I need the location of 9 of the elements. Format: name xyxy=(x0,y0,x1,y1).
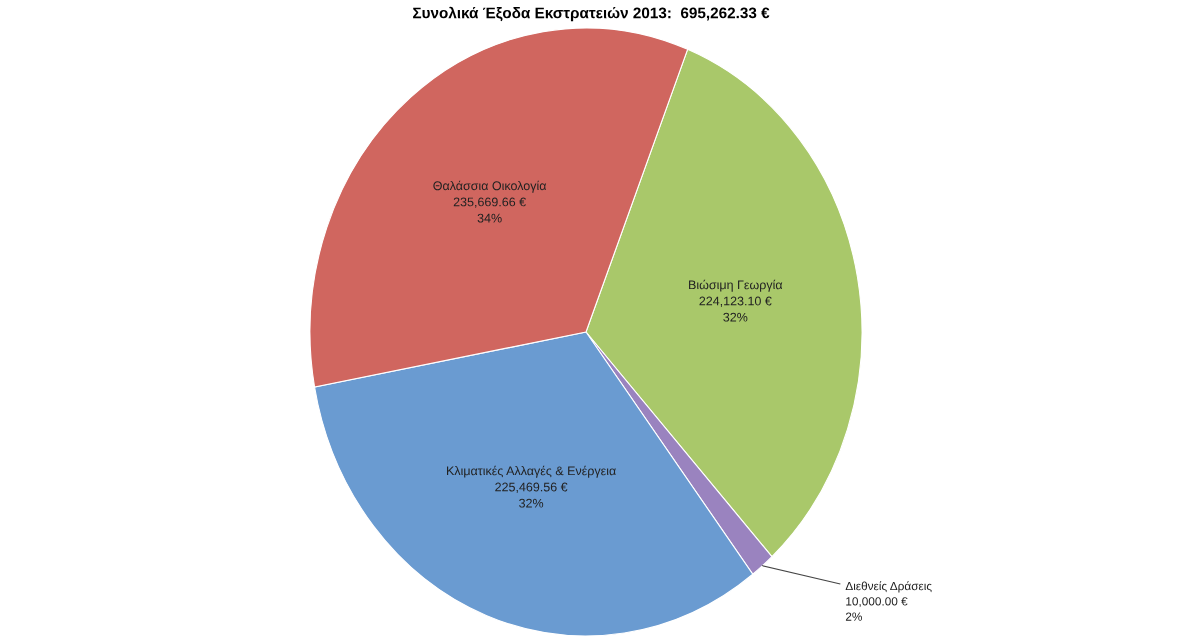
slice-label: Θαλάσσια Οικολογία xyxy=(433,180,547,193)
chart-title: Συνολικά Έξοδα Εκστρατειών 2013: 695,262.33 € xyxy=(413,6,770,22)
data-label: 235,669.66 € 34% xyxy=(453,197,526,223)
data-label: 10,000.00 € 2% xyxy=(845,597,908,621)
slice-label: Κλιματικές Αλλαγές & Ενέργεια xyxy=(447,465,616,478)
slice-label: Διεθνείς Δράσεις xyxy=(845,581,932,593)
data-label: 225,469.56 € 32% xyxy=(495,482,568,508)
data-label: 224,123.10 € 32% xyxy=(699,296,772,322)
slice-label: Βιώσιμη Γεωργία xyxy=(689,279,783,292)
